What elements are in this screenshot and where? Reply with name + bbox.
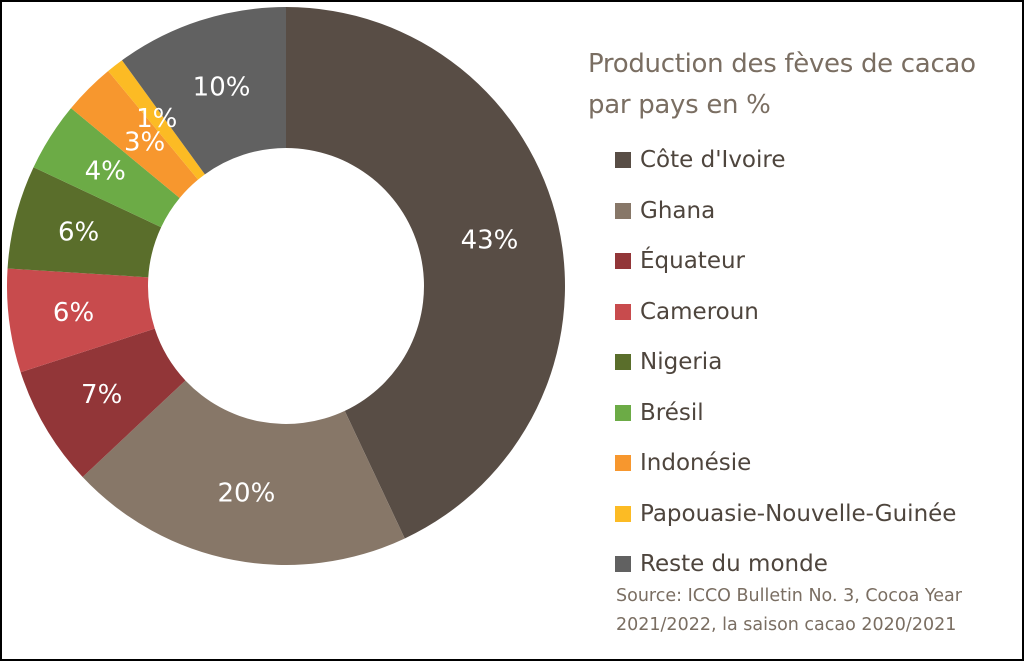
- slice-value-label: 6%: [53, 298, 94, 328]
- legend-item-cote-divoire: Côte d'Ivoire: [615, 135, 956, 186]
- slice-value-label: 43%: [461, 226, 519, 256]
- legend-swatch: [615, 354, 631, 371]
- donut-slice: [122, 7, 287, 175]
- legend-item-ghana: Ghana: [615, 186, 956, 237]
- legend-swatch: [615, 253, 631, 270]
- source-line1: Source: ICCO Bulletin No. 3, Cocoa Year: [616, 586, 962, 606]
- slice-value-label: 4%: [85, 156, 126, 186]
- chart-title-line1: Production des fèves de cacao: [588, 49, 976, 79]
- legend-swatch: [615, 556, 631, 573]
- legend-swatch: [615, 202, 631, 219]
- legend-label: Équateur: [640, 248, 746, 275]
- slice-value-label: 1%: [136, 104, 177, 134]
- slice-value-label: 3%: [124, 128, 165, 158]
- donut-slice: [71, 71, 199, 199]
- legend-swatch: [615, 404, 631, 421]
- donut-slice: [286, 7, 566, 539]
- donut-slice: [20, 328, 186, 477]
- donut-chart: 43% 20% 7% 6% 6% 4%3%1% 10%: [7, 7, 566, 566]
- donut-slice: [33, 108, 180, 228]
- legend-swatch: [615, 303, 631, 320]
- legend-item-cameroun: Cameroun: [615, 287, 956, 338]
- legend-item-indonesie: Indonésie: [615, 438, 956, 489]
- legend-item-nigeria: Nigeria: [615, 337, 956, 388]
- donut-labels: 43% 20% 7% 6% 6% 4%3%1% 10%: [53, 73, 518, 509]
- slice-value-label: 6%: [58, 218, 99, 248]
- legend-item-equateur: Équateur: [615, 236, 956, 287]
- legend-item-reste-du-monde: Reste du monde: [615, 539, 956, 590]
- legend-swatch: [615, 152, 631, 169]
- donut-slice: [108, 60, 205, 180]
- legend-label: Indonésie: [640, 450, 752, 477]
- donut-slice: [7, 167, 162, 278]
- legend-label: Cameroun: [640, 298, 759, 325]
- chart-title-line2: par pays en %: [588, 90, 771, 120]
- legend-label: Côte d'Ivoire: [640, 147, 786, 174]
- legend-label: Reste du monde: [640, 551, 828, 578]
- donut-slice: [7, 268, 155, 373]
- chart-title: Production des fèves de cacao par pays e…: [588, 44, 976, 126]
- legend: Côte d'Ivoire Ghana Équateur Cameroun Ni…: [615, 135, 956, 590]
- donut-slices: [7, 7, 566, 566]
- legend-item-papouasie: Papouasie-Nouvelle-Guinée: [615, 489, 956, 540]
- source-note: Source: ICCO Bulletin No. 3, Cocoa Year …: [616, 582, 962, 640]
- legend-label: Papouasie-Nouvelle-Guinée: [640, 500, 957, 527]
- slice-value-label: 7%: [81, 380, 122, 410]
- legend-swatch: [615, 455, 631, 472]
- legend-item-bresil: Brésil: [615, 388, 956, 439]
- legend-label: Brésil: [640, 399, 704, 426]
- slice-value-label: 10%: [193, 73, 251, 103]
- slice-value-label: 20%: [218, 479, 276, 509]
- source-line2: 2021/2022, la saison cacao 2020/2021: [616, 615, 957, 635]
- donut-slice: [82, 380, 405, 566]
- legend-label: Ghana: [640, 197, 716, 224]
- legend-label: Nigeria: [640, 349, 723, 376]
- legend-swatch: [615, 505, 631, 522]
